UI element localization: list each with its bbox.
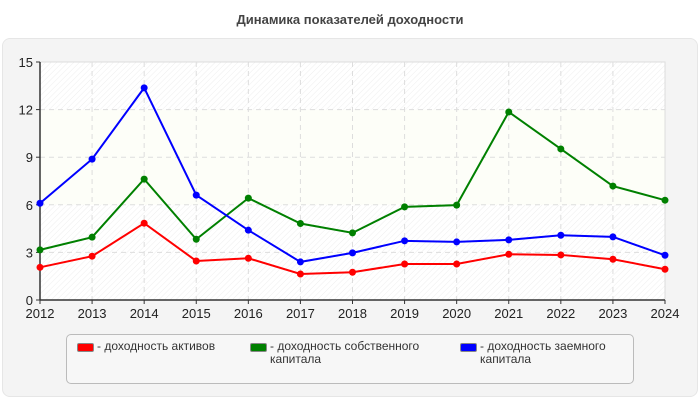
- data-point-0: [244, 254, 252, 262]
- legend-item-equity: - доходность собственного капитала: [250, 340, 440, 366]
- data-point-2: [349, 249, 356, 257]
- legend-label: - доходность заемного капитала: [480, 339, 606, 366]
- y-tick-label: 3: [26, 245, 33, 260]
- data-point-1: [349, 229, 356, 237]
- y-tick-label: 15: [19, 55, 33, 70]
- data-point-2: [192, 191, 200, 199]
- data-point-0: [296, 270, 304, 278]
- x-tick-label: 2017: [286, 306, 315, 321]
- data-point-2: [296, 258, 304, 266]
- legend-item-assets: - доходность активов: [77, 340, 215, 353]
- data-point-0: [505, 250, 513, 258]
- data-point-0: [88, 252, 96, 260]
- x-tick-label: 2021: [494, 306, 523, 321]
- x-tick-label: 2012: [26, 306, 55, 321]
- data-point-2: [36, 199, 44, 207]
- data-point-1: [505, 108, 513, 116]
- data-point-0: [349, 268, 356, 276]
- data-point-0: [140, 219, 148, 227]
- x-tick-label: 2015: [182, 306, 211, 321]
- data-point-1: [453, 201, 461, 209]
- legend-label: - доходность собственного капитала: [270, 339, 420, 366]
- x-tick-label: 2013: [78, 306, 107, 321]
- data-point-0: [661, 265, 669, 273]
- x-tick-label: 2018: [338, 306, 367, 321]
- y-tick-label: 12: [19, 103, 33, 118]
- x-tick-label: 2016: [234, 306, 263, 321]
- x-tick-label: 2023: [598, 306, 627, 321]
- x-tick-label: 2019: [390, 306, 419, 321]
- data-point-0: [453, 260, 461, 268]
- data-point-1: [661, 196, 669, 204]
- data-point-2: [140, 84, 148, 92]
- data-point-0: [609, 255, 617, 263]
- data-point-1: [609, 182, 617, 190]
- data-point-0: [192, 257, 200, 265]
- y-tick-label: 0: [26, 293, 33, 308]
- data-point-1: [140, 175, 148, 183]
- chart-title: Динамика показателей доходности: [236, 12, 464, 27]
- legend-swatch-red: [77, 343, 94, 352]
- data-point-2: [609, 233, 617, 241]
- data-point-1: [296, 220, 304, 228]
- legend-swatch-blue: [460, 343, 477, 352]
- legend-label: - доходность активов: [97, 339, 216, 353]
- legend-swatch-green: [250, 343, 267, 352]
- x-tick-label: 2024: [651, 306, 680, 321]
- data-point-2: [401, 237, 409, 245]
- data-point-1: [401, 203, 409, 211]
- data-point-0: [401, 260, 409, 268]
- data-point-2: [453, 238, 461, 246]
- legend: - доходность активов - доходность собств…: [66, 334, 634, 384]
- x-tick-label: 2014: [130, 306, 159, 321]
- data-point-1: [36, 246, 44, 254]
- data-point-0: [557, 251, 565, 259]
- y-tick-label: 6: [26, 198, 33, 213]
- data-point-0: [36, 263, 44, 271]
- legend-item-debt: - доходность заемного капитала: [460, 340, 630, 366]
- data-point-2: [88, 155, 96, 163]
- data-point-2: [244, 226, 252, 234]
- data-point-1: [557, 145, 565, 153]
- data-point-1: [244, 194, 252, 202]
- data-point-2: [505, 236, 513, 244]
- data-point-1: [88, 233, 96, 241]
- x-tick-label: 2022: [546, 306, 575, 321]
- data-point-2: [557, 231, 565, 239]
- x-tick-label: 2020: [442, 306, 471, 321]
- data-point-2: [661, 251, 669, 259]
- data-point-1: [192, 235, 200, 243]
- y-tick-label: 9: [26, 150, 33, 165]
